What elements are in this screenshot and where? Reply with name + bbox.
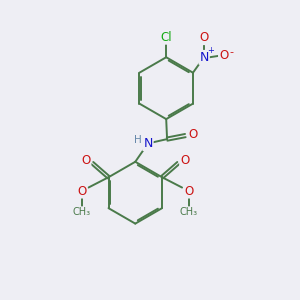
- Text: +: +: [207, 46, 214, 56]
- Text: N: N: [200, 51, 209, 64]
- Text: O: O: [77, 184, 87, 198]
- Text: N: N: [143, 137, 153, 150]
- Text: Cl: Cl: [160, 31, 172, 44]
- Text: O: O: [81, 154, 91, 167]
- Text: O: O: [184, 184, 193, 198]
- Text: -: -: [230, 47, 233, 57]
- Text: O: O: [219, 50, 228, 62]
- Text: O: O: [188, 128, 197, 142]
- Text: CH₃: CH₃: [179, 207, 198, 217]
- Text: CH₃: CH₃: [73, 207, 91, 217]
- Text: O: O: [200, 31, 209, 44]
- Text: H: H: [134, 135, 142, 145]
- Text: O: O: [180, 154, 189, 167]
